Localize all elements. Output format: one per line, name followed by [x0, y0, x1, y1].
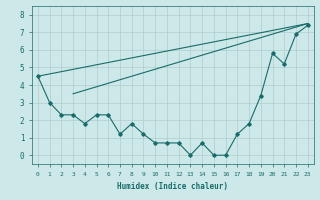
X-axis label: Humidex (Indice chaleur): Humidex (Indice chaleur)	[117, 182, 228, 191]
